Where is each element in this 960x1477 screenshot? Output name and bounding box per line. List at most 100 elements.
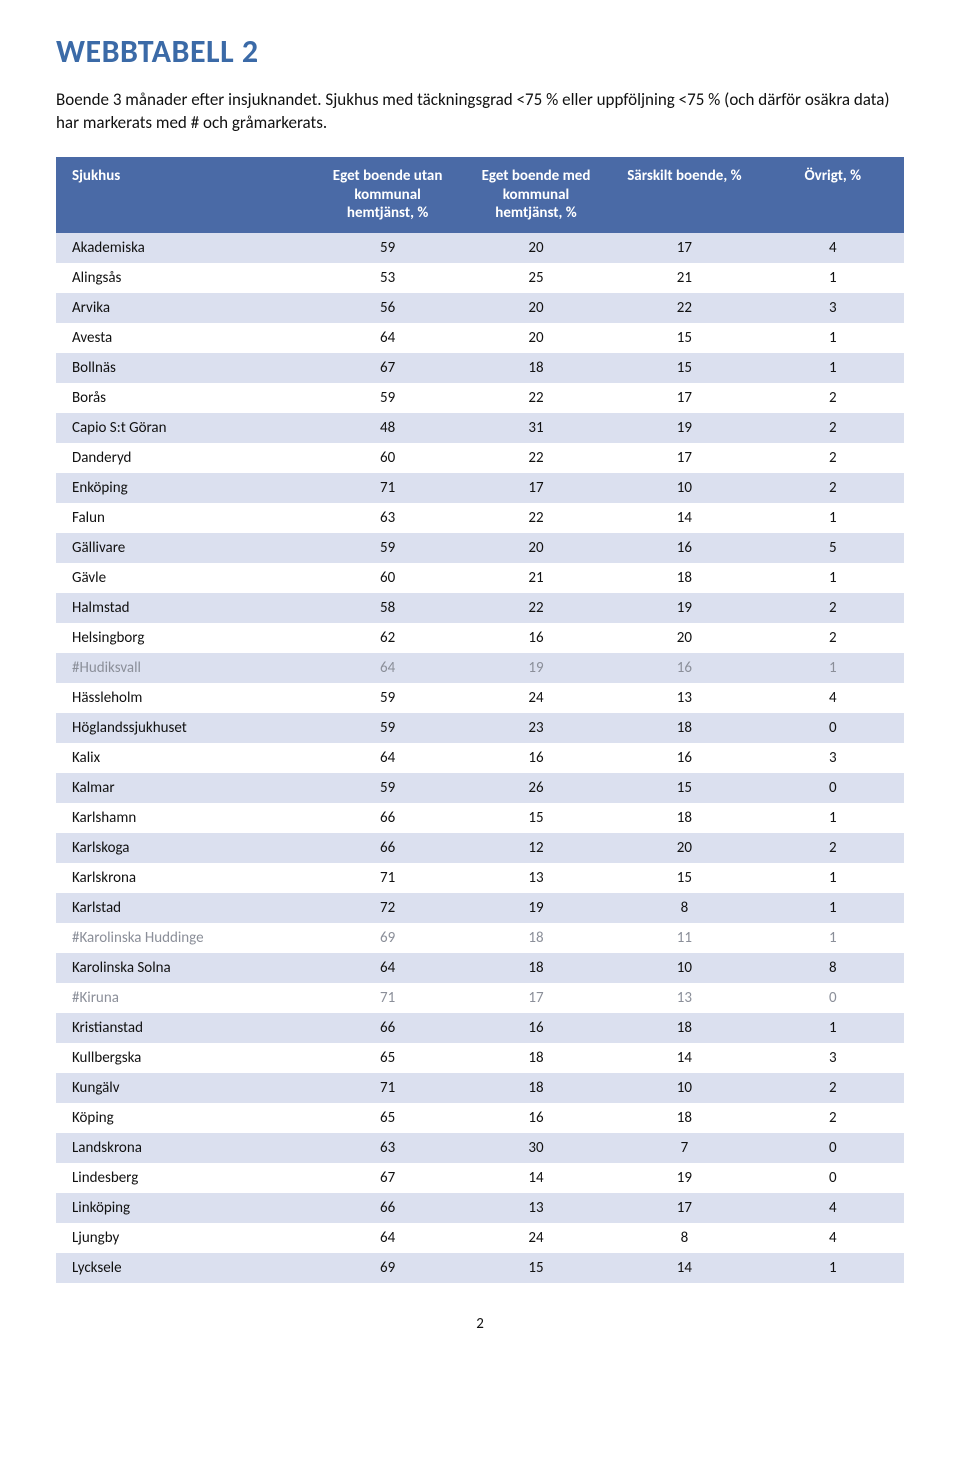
- cell-value: 1: [756, 263, 904, 293]
- cell-value: 60: [310, 563, 458, 593]
- cell-value: 12: [459, 833, 607, 863]
- col-header-sarskilt: Särskilt boende, %: [607, 157, 755, 233]
- cell-value: 15: [607, 323, 755, 353]
- table-row: Karlskoga6612202: [56, 833, 904, 863]
- table-row: Capio S:t Göran4831192: [56, 413, 904, 443]
- cell-value: 3: [756, 743, 904, 773]
- cell-value: 18: [607, 1013, 755, 1043]
- table-row: Kullbergska6518143: [56, 1043, 904, 1073]
- cell-value: 2: [756, 443, 904, 473]
- cell-value: 58: [310, 593, 458, 623]
- cell-value: 24: [459, 683, 607, 713]
- table-row: Linköping6613174: [56, 1193, 904, 1223]
- cell-value: 60: [310, 443, 458, 473]
- cell-value: 16: [459, 1013, 607, 1043]
- cell-value: 15: [607, 773, 755, 803]
- cell-value: 2: [756, 383, 904, 413]
- table-row: Helsingborg6216202: [56, 623, 904, 653]
- cell-name: Akademiska: [56, 233, 310, 263]
- cell-value: 64: [310, 1223, 458, 1253]
- cell-value: 16: [607, 533, 755, 563]
- cell-name: Kungälv: [56, 1073, 310, 1103]
- cell-name: #Kiruna: [56, 983, 310, 1013]
- table-row: Kalmar5926150: [56, 773, 904, 803]
- cell-value: 2: [756, 413, 904, 443]
- cell-value: 20: [459, 323, 607, 353]
- cell-value: 14: [607, 1043, 755, 1073]
- cell-value: 71: [310, 473, 458, 503]
- cell-value: 64: [310, 953, 458, 983]
- cell-value: 66: [310, 833, 458, 863]
- table-row: Avesta6420151: [56, 323, 904, 353]
- cell-value: 65: [310, 1103, 458, 1133]
- table-row: #Hudiksvall6419161: [56, 653, 904, 683]
- cell-name: Kalmar: [56, 773, 310, 803]
- cell-name: Ljungby: [56, 1223, 310, 1253]
- cell-name: Danderyd: [56, 443, 310, 473]
- cell-name: Avesta: [56, 323, 310, 353]
- cell-value: 13: [607, 983, 755, 1013]
- table-row: Karolinska Solna6418108: [56, 953, 904, 983]
- cell-name: Höglandssjukhuset: [56, 713, 310, 743]
- cell-value: 5: [756, 533, 904, 563]
- cell-value: 20: [607, 623, 755, 653]
- data-table: Sjukhus Eget boende utan kommunal hemtjä…: [56, 157, 904, 1283]
- table-row: Karlshamn6615181: [56, 803, 904, 833]
- cell-value: 22: [607, 293, 755, 323]
- cell-value: 13: [607, 683, 755, 713]
- cell-value: 17: [607, 1193, 755, 1223]
- cell-value: 20: [607, 833, 755, 863]
- cell-value: 16: [607, 743, 755, 773]
- cell-value: 4: [756, 1193, 904, 1223]
- cell-value: 22: [459, 443, 607, 473]
- cell-name: Karlstad: [56, 893, 310, 923]
- table-row: Arvika5620223: [56, 293, 904, 323]
- cell-value: 3: [756, 1043, 904, 1073]
- table-row: #Kiruna7117130: [56, 983, 904, 1013]
- table-row: Kungälv7118102: [56, 1073, 904, 1103]
- cell-name: Falun: [56, 503, 310, 533]
- cell-value: 65: [310, 1043, 458, 1073]
- cell-value: 66: [310, 1193, 458, 1223]
- cell-value: 18: [459, 1043, 607, 1073]
- cell-value: 59: [310, 383, 458, 413]
- table-row: #Karolinska Huddinge6918111: [56, 923, 904, 953]
- cell-value: 2: [756, 623, 904, 653]
- cell-value: 14: [607, 503, 755, 533]
- cell-value: 18: [459, 1073, 607, 1103]
- cell-name: Gävle: [56, 563, 310, 593]
- cell-value: 18: [607, 713, 755, 743]
- cell-value: 22: [459, 383, 607, 413]
- cell-value: 59: [310, 773, 458, 803]
- cell-name: Kullbergska: [56, 1043, 310, 1073]
- cell-value: 18: [459, 923, 607, 953]
- cell-value: 20: [459, 233, 607, 263]
- table-row: Landskrona633070: [56, 1133, 904, 1163]
- cell-value: 8: [607, 893, 755, 923]
- cell-value: 71: [310, 983, 458, 1013]
- cell-value: 0: [756, 713, 904, 743]
- cell-value: 1: [756, 923, 904, 953]
- table-row: Karlskrona7113151: [56, 863, 904, 893]
- table-row: Köping6516182: [56, 1103, 904, 1133]
- page-title: WEBBTABELL 2: [56, 32, 904, 71]
- cell-value: 3: [756, 293, 904, 323]
- cell-value: 2: [756, 1103, 904, 1133]
- cell-name: Hässleholm: [56, 683, 310, 713]
- cell-value: 2: [756, 1073, 904, 1103]
- cell-name: Enköping: [56, 473, 310, 503]
- cell-value: 1: [756, 653, 904, 683]
- cell-value: 69: [310, 1253, 458, 1283]
- cell-name: Lindesberg: [56, 1163, 310, 1193]
- col-header-eget-utan: Eget boende utan kommunal hemtjänst, %: [310, 157, 458, 233]
- cell-name: Capio S:t Göran: [56, 413, 310, 443]
- table-row: Halmstad5822192: [56, 593, 904, 623]
- cell-value: 0: [756, 1133, 904, 1163]
- table-row: Karlstad721981: [56, 893, 904, 923]
- cell-value: 16: [459, 1103, 607, 1133]
- table-row: Lycksele6915141: [56, 1253, 904, 1283]
- cell-value: 64: [310, 323, 458, 353]
- col-header-ovrigt: Övrigt, %: [756, 157, 904, 233]
- cell-value: 18: [607, 803, 755, 833]
- table-row: Akademiska5920174: [56, 233, 904, 263]
